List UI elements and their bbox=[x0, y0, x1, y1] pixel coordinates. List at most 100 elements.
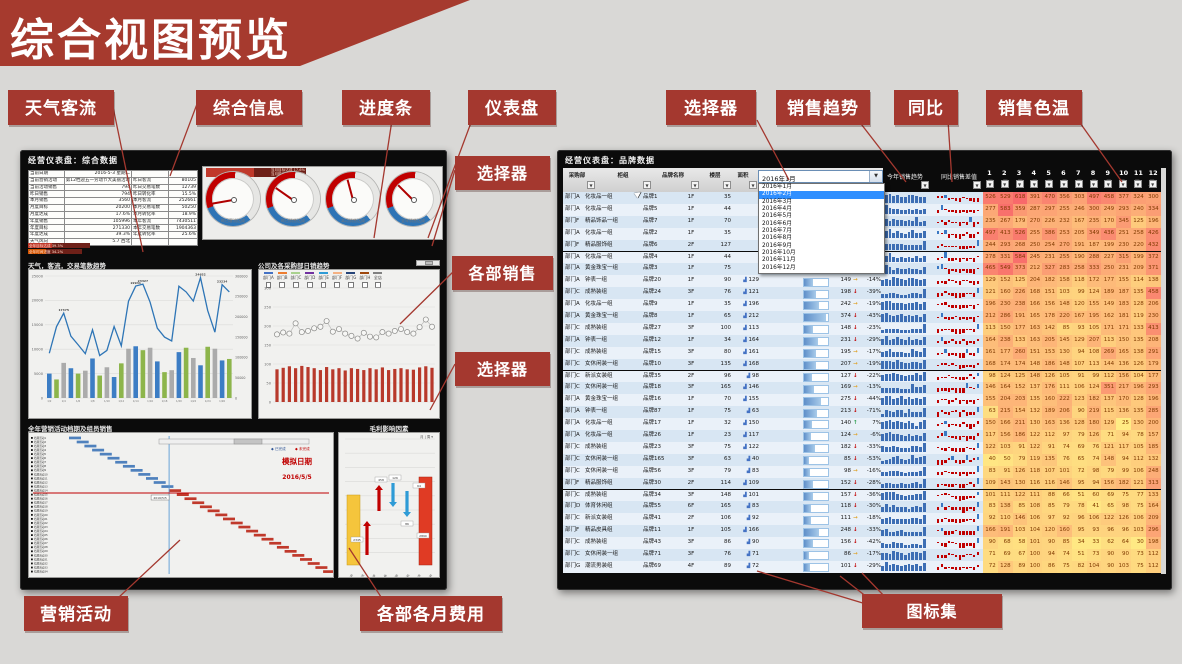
dropdown-option[interactable]: 2016年9月 bbox=[762, 242, 793, 249]
filter-button[interactable]: ▼ bbox=[749, 181, 757, 189]
table-row[interactable]: 部门F 精品服饰组 品牌30 2F 114 ▟ 109 152 ↓ -28% 109 143 130 1… bbox=[563, 477, 1161, 490]
filter-button[interactable]: ▼ bbox=[587, 181, 595, 189]
jan-signal-cell: ▟ 83 bbox=[746, 503, 759, 510]
legend-checkbox[interactable] bbox=[320, 282, 327, 288]
heatmap-cell: 217 bbox=[1116, 382, 1131, 395]
combobox-dropdown-icon[interactable]: ▼ bbox=[869, 171, 882, 182]
legend-checkbox[interactable] bbox=[265, 282, 272, 288]
month-filter-button[interactable]: ▼ bbox=[1015, 180, 1024, 188]
legend-checkbox[interactable] bbox=[279, 282, 285, 288]
dropdown-option[interactable]: 2016年2月 bbox=[759, 191, 884, 199]
table-row[interactable]: 部门C 女休闲装一组 品牌56 3F 79 ▟ 83 98 → -16% 83 91 126 118 10… bbox=[563, 465, 1161, 478]
heatmap-cell: 351 bbox=[1101, 382, 1117, 395]
month-filter-button[interactable]: ▼ bbox=[1133, 180, 1142, 188]
dropdown-option[interactable]: 2016年4月 bbox=[762, 206, 793, 213]
vertical-scrollbar[interactable] bbox=[1161, 168, 1166, 574]
floor-cell: 3F bbox=[687, 443, 695, 450]
dropdown-option[interactable]: 2016年10月 bbox=[762, 250, 796, 257]
heatmap-cell: 255 bbox=[1057, 203, 1072, 216]
yoy-diff-sparkline bbox=[937, 502, 981, 513]
table-row[interactable]: 部门D 体育休闲组 品牌55 6F 165 ▟ 83 118 ↓ -30% 83 138 85 108 8… bbox=[563, 501, 1161, 514]
month-filter-button[interactable]: ▼ bbox=[1059, 180, 1068, 188]
month-filter-button[interactable]: ▼ bbox=[985, 180, 994, 188]
table-row[interactable]: 部门A 钟表一组 品牌20 1F 90 ▟ 129 149 → -14% 129 152 125 204… bbox=[563, 275, 1161, 288]
table-row[interactable]: 部门G 潮流男装组 品牌69 4F 89 ▟ 72 101 ↓ -29% 72 128 89 100 86… bbox=[563, 560, 1161, 573]
table-row[interactable]: 部门C 女休闲装一组 品牌18 3F 165 ▟ 146 169 → -13% 146 164 152… bbox=[563, 382, 1161, 395]
table-row[interactable]: 部门C 成熟装组 品牌24 3F 76 ▟ 121 198 ↓ -39% 121 160 226 168… bbox=[563, 287, 1161, 300]
legend-checkbox[interactable] bbox=[293, 282, 299, 288]
dropdown-option[interactable]: 2016年1月 bbox=[762, 184, 793, 190]
table-row[interactable]: 部门A 钟表一组 品牌12 1F 34 ▟ 164 231 ↓ -29% 164 238 133 163… bbox=[563, 334, 1161, 347]
dropdown-option[interactable]: 2016年12月 bbox=[762, 264, 796, 271]
floor-cell: 1F bbox=[687, 253, 695, 260]
month-filter-button[interactable]: ▼ bbox=[1104, 180, 1113, 188]
dept-cell: 部门C bbox=[565, 551, 580, 557]
filter-button[interactable]: ▼ bbox=[973, 181, 981, 189]
filter-button[interactable]: ▼ bbox=[691, 181, 699, 189]
month-filter-button[interactable]: ▼ bbox=[1074, 180, 1083, 188]
group-cell: 化妆品一组 bbox=[585, 229, 613, 236]
table-row[interactable]: 部门C 新派女装组 品牌35 2F 96 ▟ 98 127 ↓ -22% 98 124 125 148 1… bbox=[563, 370, 1161, 383]
yoy-pct-cell: 7% bbox=[872, 420, 881, 427]
info-cell: 15.5% bbox=[168, 190, 198, 199]
heatmap-cell: 436 bbox=[1101, 227, 1117, 240]
heatmap-cell: 151 bbox=[1027, 346, 1043, 359]
filter-button[interactable]: ▼ bbox=[723, 181, 731, 189]
legend-checkbox[interactable] bbox=[375, 282, 381, 288]
table-row[interactable]: 部门C 成熟装组 品牌15 3F 80 ▟ 161 195 → -17% 161 177 260 151… bbox=[563, 346, 1161, 359]
yoy-diff-sparkline bbox=[937, 537, 981, 549]
legend-checkbox[interactable] bbox=[348, 282, 354, 288]
month-filter-button[interactable]: ▼ bbox=[1000, 180, 1009, 188]
month-selector-combobox[interactable]: 2016年1月 ▼ bbox=[758, 170, 883, 183]
dropdown-option[interactable]: 2016年6月 bbox=[762, 220, 793, 227]
dropdown-option[interactable]: 2016年8月 bbox=[762, 235, 793, 242]
table-row[interactable]: 部门C 女休闲装一组 品牌10 3F 135 ▟ 168 207 → -19% 168 174 174… bbox=[563, 358, 1161, 371]
month-filter-button[interactable]: ▼ bbox=[1045, 180, 1054, 188]
heatmap-cell: 129 bbox=[1101, 418, 1117, 430]
dropdown-option[interactable]: 2016年11月 bbox=[762, 257, 796, 264]
dept-cell: 部门D bbox=[565, 503, 581, 510]
info-cell: 3560 bbox=[63, 197, 132, 205]
table-row[interactable]: 部门C 成熟装组 品牌43 3F 86 ▟ 90 156 ↓ -42% 90 68 58 101 90 85… bbox=[563, 537, 1161, 549]
table-row[interactable]: 部门A 黄金珠宝一组 品牌16 1F 70 ▟ 155 275 ↓ -44% 155 204 203 1… bbox=[563, 394, 1161, 407]
table-row[interactable]: 部门C 女休闲装一组 品牌165 3F 63 ▟ 40 85 ↓ -53% 40 50 79 119 13… bbox=[563, 453, 1161, 466]
heatmap-cell: 132 bbox=[1145, 453, 1161, 466]
heatmap-cell: 269 bbox=[1101, 346, 1117, 359]
legend-checkbox[interactable] bbox=[362, 282, 368, 288]
heatmap-cell: 160 bbox=[1042, 394, 1057, 407]
table-row[interactable]: 部门C 成熟装组 品牌34 3F 148 ▟ 101 157 ↓ -36% 101 111 122 11… bbox=[563, 489, 1161, 502]
table-row[interactable]: 部门C 成熟装组 品牌23 3F 75 ▟ 122 182 ↓ -33% 122 103 91 122 9… bbox=[563, 441, 1161, 454]
heatmap-cell: 180 bbox=[1086, 418, 1102, 430]
heatmap-cell: 156 bbox=[1042, 299, 1057, 311]
filter-button[interactable]: ▼ bbox=[921, 181, 929, 189]
month-filter-button[interactable]: ▼ bbox=[1119, 180, 1128, 188]
dept-cell: 部门F bbox=[565, 479, 580, 486]
table-row[interactable]: 部门F 精品皮具组 品牌11 1F 105 ▟ 166 248 ↓ -33% 166 191 103 1… bbox=[563, 525, 1161, 538]
heatmap-cell: 177 bbox=[1012, 322, 1028, 335]
table-row[interactable]: 部门A 化妆品一组 品牌17 1F 32 ▟ 150 140 ↑ 7% 150 166 211 130 1… bbox=[563, 418, 1161, 430]
dropdown-option[interactable]: 2016年7月 bbox=[762, 228, 793, 235]
month-filter-button[interactable]: ▼ bbox=[1089, 180, 1098, 188]
table-row[interactable]: 部门A 化妆品一组 品牌26 1F 23 ▟ 117 124 → -6% 117 156 186 122… bbox=[563, 430, 1161, 442]
brand-cell: 品牌4 bbox=[643, 253, 658, 260]
table-row[interactable]: 部门A 黄金珠宝一组 品牌8 1F 65 ▟ 212 374 ↓ -43% 212 286 191 16… bbox=[563, 311, 1161, 323]
dept-cell: 部门A bbox=[565, 396, 580, 403]
profit-waterfall-chart: 月 | 周 ▾ 2345 458 126 86 64 2890 去年毛利 客流 客单 价格 促销 损耗 费… bbox=[338, 432, 440, 585]
month-filter-button[interactable]: ▼ bbox=[1030, 180, 1039, 188]
legend-checkbox[interactable] bbox=[307, 282, 313, 288]
heatmap-cell: 426 bbox=[1145, 227, 1161, 240]
month-filter-button[interactable]: ▼ bbox=[1148, 180, 1157, 188]
table-row[interactable]: 部门C 女休闲装一组 品牌71 3F 76 ▟ 71 86 → -17% 71 69 67 100 94 7… bbox=[563, 549, 1161, 561]
dropdown-option[interactable]: 2016年5月 bbox=[762, 213, 793, 220]
databar-cell bbox=[803, 313, 829, 323]
table-row[interactable]: 部门C 新派女装组 品牌41 2F 106 ▟ 92 111 → -18% 92 110 146 106… bbox=[563, 513, 1161, 526]
filter-button[interactable]: ▼ bbox=[643, 181, 651, 189]
info-cell bbox=[168, 237, 198, 246]
heatmap-cell: 112 bbox=[1042, 430, 1057, 442]
dropdown-option[interactable]: 2016年3月 bbox=[762, 198, 793, 205]
legend-checkbox[interactable] bbox=[334, 282, 340, 288]
dept-chart-scrollbar[interactable] bbox=[416, 260, 440, 266]
table-row[interactable]: 部门A 化妆品一组 品牌9 1F 35 ▟ 196 242 → -19% 196 230 238 166… bbox=[563, 299, 1161, 311]
table-row[interactable]: 部门C 成熟装组 品牌27 3F 100 ▟ 113 148 ↓ -23% 113 150 177 16… bbox=[563, 322, 1161, 335]
table-row[interactable]: 部门A 钟表一组 品牌87 1F 75 ▟ 63 213 ↓ -71% 63 215 154 132 18… bbox=[563, 406, 1161, 419]
